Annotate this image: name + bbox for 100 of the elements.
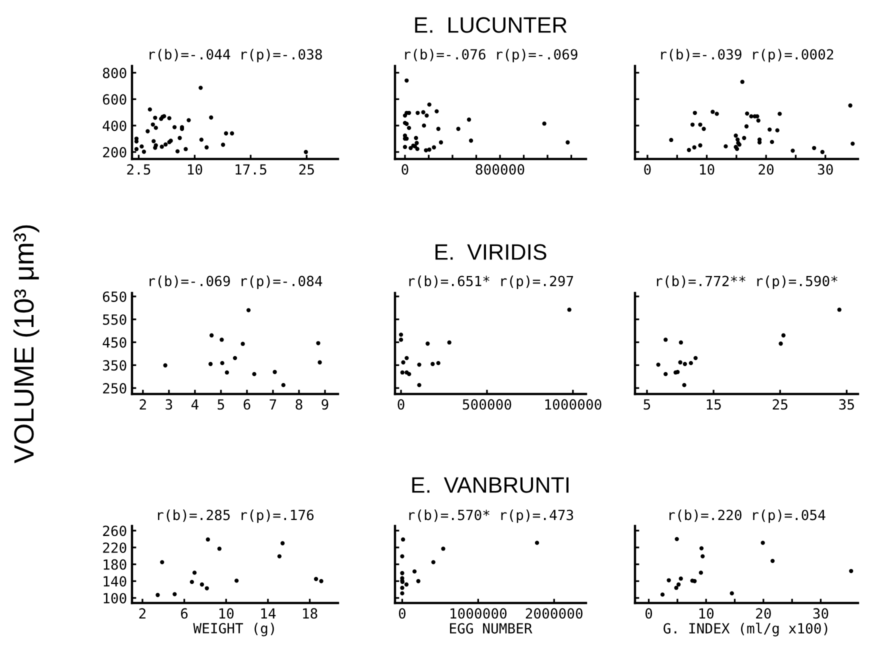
chart-subtitle: r(b)=.220 r(p)=.054 <box>670 509 826 523</box>
point <box>175 149 180 154</box>
point <box>154 143 158 148</box>
point <box>404 78 409 83</box>
point <box>401 360 406 364</box>
point <box>398 338 404 342</box>
point <box>664 338 668 342</box>
point <box>400 554 404 558</box>
point <box>152 139 156 144</box>
x-axis-title: WEIGHT (g) <box>193 622 274 636</box>
chart-subtitle: r(b)=-.039 r(p)=.0002 <box>661 48 834 62</box>
y-tick-label: 200 <box>103 147 126 158</box>
point <box>421 110 426 114</box>
point <box>790 148 795 153</box>
point <box>710 110 715 114</box>
chart-subtitle: r(b)=.285 r(p)=.176 <box>158 509 314 523</box>
x-tick-label: 15 <box>706 399 721 410</box>
x-tick-label: 2 <box>139 608 146 618</box>
point <box>427 102 432 107</box>
x-tick-label: 500000 <box>462 399 512 410</box>
chart-subtitle: r(b)=-.044 r(p)=-.038 <box>150 48 322 62</box>
point <box>246 308 251 312</box>
x-tick-label: 2 <box>140 399 146 410</box>
x-tick-label: 30 <box>818 164 833 175</box>
point <box>134 147 139 152</box>
point <box>736 137 740 142</box>
x-tick-label: 10 <box>700 164 714 175</box>
x-tick-label: 6 <box>181 608 188 619</box>
point <box>778 342 783 346</box>
point <box>416 579 420 584</box>
point <box>217 546 222 551</box>
point <box>400 571 404 576</box>
point <box>812 146 816 150</box>
point <box>140 144 144 149</box>
point <box>208 362 213 366</box>
chart-subtitle: r(b)=-.076 r(p)=-.069 <box>405 48 578 62</box>
point <box>674 536 679 542</box>
point <box>770 140 774 144</box>
point <box>849 568 854 574</box>
point <box>669 138 674 142</box>
point <box>742 136 746 140</box>
point <box>252 372 256 376</box>
x-tick-label: 25 <box>299 164 314 175</box>
x-tick-label: 5 <box>218 399 224 410</box>
x-tick-label: 0 <box>398 608 406 619</box>
point <box>400 591 404 596</box>
point <box>698 143 702 148</box>
point <box>566 140 570 144</box>
point <box>184 147 188 152</box>
point <box>724 144 728 148</box>
point <box>272 370 277 374</box>
point <box>404 356 409 360</box>
point <box>542 122 546 126</box>
x-tick-label: 10 <box>219 608 234 619</box>
point <box>664 372 668 376</box>
x-tick-label: 9 <box>322 399 328 410</box>
x-tick-label: 2000000 <box>526 608 582 619</box>
x-axis-title: G. INDEX (ml/g x100) <box>664 622 828 636</box>
point <box>408 146 413 150</box>
y-tick-label: 350 <box>102 360 126 371</box>
y-tick-label: 600 <box>102 94 126 105</box>
point <box>430 362 435 366</box>
x-tick-label: 10 <box>699 608 714 619</box>
point <box>314 576 318 582</box>
y-tick-label: 220 <box>103 542 126 553</box>
point <box>678 340 684 345</box>
point <box>698 122 702 127</box>
x-tick-label: 5 <box>644 399 650 410</box>
point <box>407 372 412 376</box>
point <box>678 576 683 581</box>
x-tick-label: 0 <box>645 608 652 619</box>
point <box>224 131 228 136</box>
point <box>160 144 164 149</box>
y-tick-label: 400 <box>102 120 126 132</box>
point <box>734 134 738 138</box>
point <box>427 148 432 152</box>
y-tick-label: 800 <box>102 68 126 78</box>
chart-subtitle: r(b)=.651* r(p)=.297 <box>409 276 574 289</box>
point <box>406 126 412 130</box>
x-tick-label: 800000 <box>476 164 524 175</box>
point <box>567 308 572 312</box>
point <box>156 592 160 598</box>
point <box>398 332 404 337</box>
point <box>234 578 239 583</box>
x-tick-label: 14 <box>261 608 276 618</box>
point <box>730 591 734 596</box>
point <box>678 360 682 364</box>
point <box>745 111 750 116</box>
x-tick-label: 2.5 <box>127 164 150 175</box>
point <box>200 582 204 587</box>
point <box>415 146 420 152</box>
y-tick-label: 140 <box>104 576 126 587</box>
point <box>666 578 671 582</box>
x-tick-label: 0 <box>402 164 408 175</box>
point <box>749 114 754 118</box>
point <box>206 537 210 542</box>
chart-title: E. VANBRUNTI <box>412 477 569 493</box>
point <box>281 382 286 388</box>
point <box>199 138 204 142</box>
point <box>837 308 842 312</box>
